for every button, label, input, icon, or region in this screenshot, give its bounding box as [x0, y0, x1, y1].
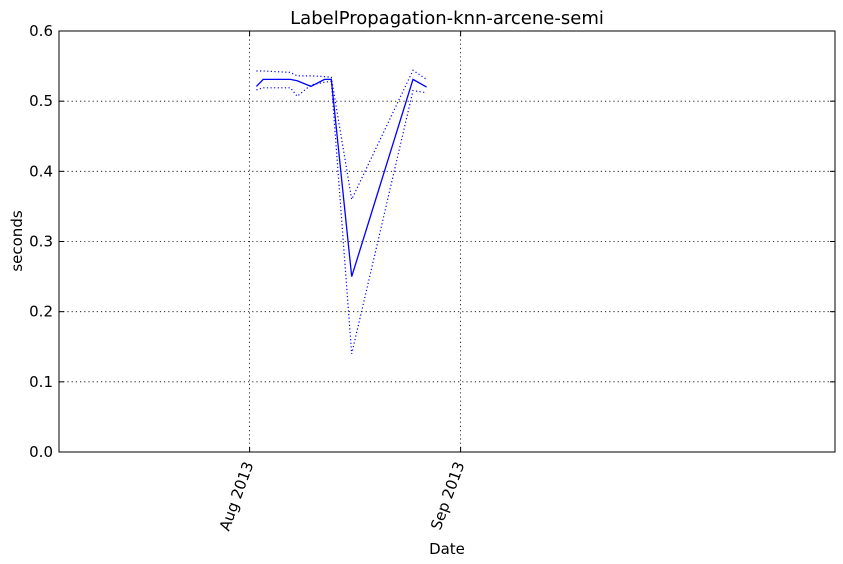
y-axis-title: seconds	[8, 210, 26, 271]
tick-layer: 0.0 0.1 0.2 0.3 0.4 0.5 0.6 Aug 2013 Sep 2013	[29, 22, 835, 533]
series-line-bound	[256, 69, 427, 202]
x-axis-title: Date	[429, 540, 465, 558]
chart-title: LabelPropagation-knn-arcene-semi	[290, 8, 604, 29]
grid-layer	[59, 31, 835, 452]
series-line-mean	[255, 78, 427, 277]
x-tick-label: Sep 2013	[427, 459, 468, 532]
series-layer	[255, 69, 427, 354]
x-tick-label: Aug 2013	[216, 459, 258, 533]
plot-area	[59, 31, 835, 452]
y-tick-label: 0.5	[29, 92, 53, 110]
y-tick-label: 0.2	[29, 303, 53, 321]
y-tick-label: 0.1	[29, 373, 53, 391]
y-tick-label: 0.4	[29, 162, 53, 180]
y-tick-label: 0.0	[29, 443, 53, 461]
y-tick-label: 0.6	[29, 22, 53, 40]
y-tick-label: 0.3	[29, 233, 53, 251]
